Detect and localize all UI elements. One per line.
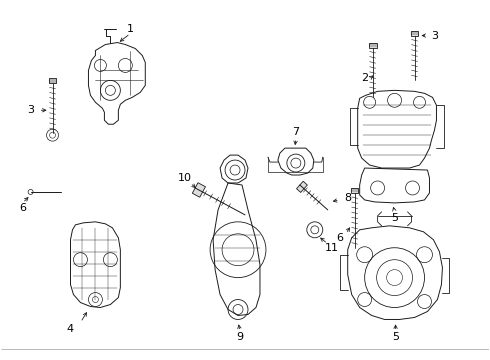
Text: 6: 6	[336, 233, 343, 243]
Polygon shape	[296, 181, 307, 193]
FancyBboxPatch shape	[351, 188, 358, 193]
Text: 6: 6	[19, 203, 26, 213]
Text: 3: 3	[27, 105, 34, 115]
Text: 10: 10	[178, 173, 192, 183]
Text: 9: 9	[237, 332, 244, 342]
Text: 11: 11	[325, 243, 339, 253]
FancyBboxPatch shape	[411, 31, 418, 36]
Polygon shape	[192, 183, 205, 197]
Text: 7: 7	[293, 127, 299, 137]
FancyBboxPatch shape	[368, 42, 377, 48]
Text: 8: 8	[344, 193, 351, 203]
FancyBboxPatch shape	[49, 78, 56, 84]
Text: 2: 2	[361, 73, 368, 84]
Text: 5: 5	[392, 332, 399, 342]
Text: 3: 3	[431, 31, 438, 41]
Text: 4: 4	[67, 324, 74, 334]
Text: 5: 5	[391, 213, 398, 223]
Text: 1: 1	[127, 24, 134, 33]
